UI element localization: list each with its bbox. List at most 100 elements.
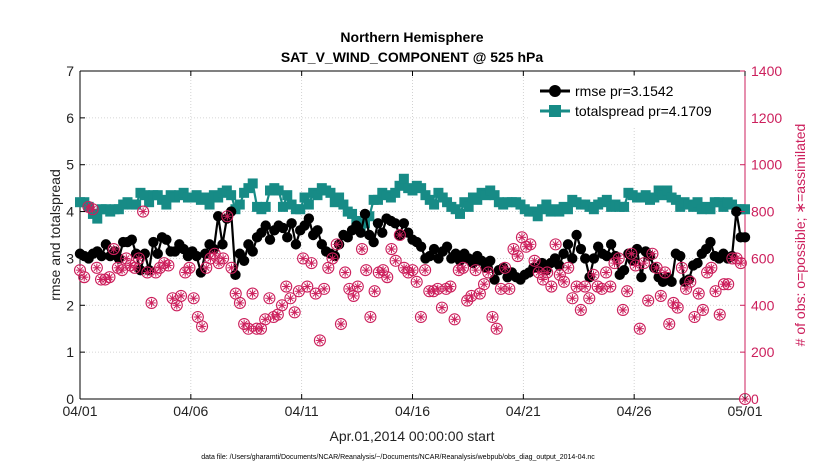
obs-possible-point	[456, 261, 470, 274]
rmse-point	[575, 243, 587, 255]
rmse-point	[485, 255, 496, 266]
obs-assimilated-point	[75, 265, 85, 275]
obs-assimilated-point	[471, 265, 480, 275]
y-right-tick-label: 0	[751, 391, 759, 407]
y-right-tick-label: 1200	[751, 110, 782, 126]
x-tick-label: 04/26	[617, 403, 652, 419]
obs-assimilated-point	[559, 277, 569, 287]
spread-point	[312, 190, 323, 201]
obs-possible-point	[738, 392, 752, 406]
obs-assimilated-point	[479, 280, 489, 289]
rmse-point	[286, 218, 297, 229]
rmse-point	[554, 260, 565, 271]
obs-assimilated-point	[458, 263, 468, 272]
obs-assimilated-point	[408, 265, 417, 275]
obs-possible-point	[688, 310, 701, 324]
spread-point	[532, 211, 543, 222]
spread-point	[394, 180, 405, 191]
obs-assimilated-point	[399, 263, 409, 272]
obs-assimilated-point	[513, 251, 522, 261]
obs-assimilated-point	[223, 212, 232, 221]
spread-point	[139, 190, 150, 201]
y-axis-label-left: rmse and totalspread	[47, 169, 63, 301]
x-tick-label: 04/06	[173, 403, 208, 419]
obs-assimilated-point	[627, 249, 636, 258]
obs-possible-point	[692, 287, 705, 300]
obs-possible-point	[393, 228, 406, 242]
rmse-point	[739, 232, 751, 243]
rmse-point	[312, 225, 323, 236]
obs-possible-point	[667, 296, 680, 309]
rmse-point	[580, 253, 591, 264]
rmse-point	[359, 208, 371, 220]
rmse-point	[636, 271, 647, 283]
obs-possible-point	[633, 322, 646, 335]
obs-assimilated-point	[345, 284, 354, 294]
obs-possible-point	[305, 257, 318, 270]
x-tick-label: 04/11	[285, 403, 319, 419]
obs-possible-point	[705, 261, 718, 274]
obs-assimilated-point	[648, 249, 657, 258]
obs-possible-point	[616, 303, 629, 317]
rmse-point	[303, 213, 315, 224]
obs-possible-point	[608, 257, 621, 270]
obs-assimilated-point	[707, 263, 716, 272]
obs-possible-point	[376, 264, 390, 277]
obs-assimilated-point	[450, 315, 459, 324]
spread-point	[562, 204, 573, 215]
obs-assimilated-point	[416, 312, 426, 322]
obs-possible-point	[658, 266, 672, 279]
rmse-point	[191, 250, 202, 262]
obs-possible-point	[566, 292, 579, 305]
obs-assimilated-point	[446, 282, 455, 291]
obs-possible-point	[701, 266, 714, 279]
rmse-point	[605, 239, 617, 250]
rmse-point	[290, 239, 302, 250]
x-tick-label: 05/01	[727, 403, 762, 419]
spread-point	[299, 192, 310, 203]
obs-assimilated-point	[282, 282, 291, 291]
obs-assimilated-point	[88, 205, 97, 214]
obs-assimilated-point	[349, 291, 358, 301]
obs-possible-point	[499, 261, 512, 274]
obs-assimilated-point	[189, 294, 198, 303]
rmse-point	[238, 255, 250, 266]
obs-assimilated-point	[315, 336, 325, 345]
obs-possible-point	[419, 264, 432, 277]
obs-possible-point	[680, 282, 693, 295]
spread-point	[226, 190, 237, 201]
obs-assimilated-point	[395, 230, 405, 240]
obs-possible-point	[478, 278, 491, 291]
rmse-point	[161, 234, 172, 245]
obs-possible-point	[625, 247, 638, 260]
obs-possible-point	[187, 292, 200, 305]
obs-possible-point	[263, 292, 276, 305]
obs-possible-point	[364, 310, 377, 324]
obs-assimilated-point	[197, 322, 207, 331]
obs-assimilated-point	[500, 263, 510, 272]
spread-point	[325, 187, 336, 198]
obs-possible-point	[233, 296, 246, 309]
obs-assimilated-point	[378, 265, 388, 275]
obs-possible-point	[435, 301, 449, 314]
obs-assimilated-point	[193, 312, 203, 322]
rmse-point	[601, 250, 613, 262]
obs-assimilated-point	[492, 324, 501, 333]
obs-assimilated-point	[307, 258, 316, 268]
obs-assimilated-point	[589, 270, 598, 280]
rmse-point	[355, 227, 366, 238]
obs-assimilated-point	[298, 254, 308, 263]
obs-possible-point	[549, 238, 562, 251]
rmse-point	[277, 222, 289, 234]
obs-assimilated-point	[488, 312, 497, 322]
obs-possible-point	[545, 280, 558, 293]
x-tick-label: 04/16	[395, 403, 430, 419]
obs-possible-point	[313, 334, 326, 347]
obs-possible-point	[389, 254, 402, 267]
obs-possible-point	[709, 285, 722, 298]
obs-assimilated-point	[509, 244, 518, 254]
obs-assimilated-point	[715, 310, 724, 319]
spread-point	[670, 194, 681, 205]
obs-assimilated-point	[631, 261, 640, 270]
obs-possible-point	[734, 257, 747, 270]
